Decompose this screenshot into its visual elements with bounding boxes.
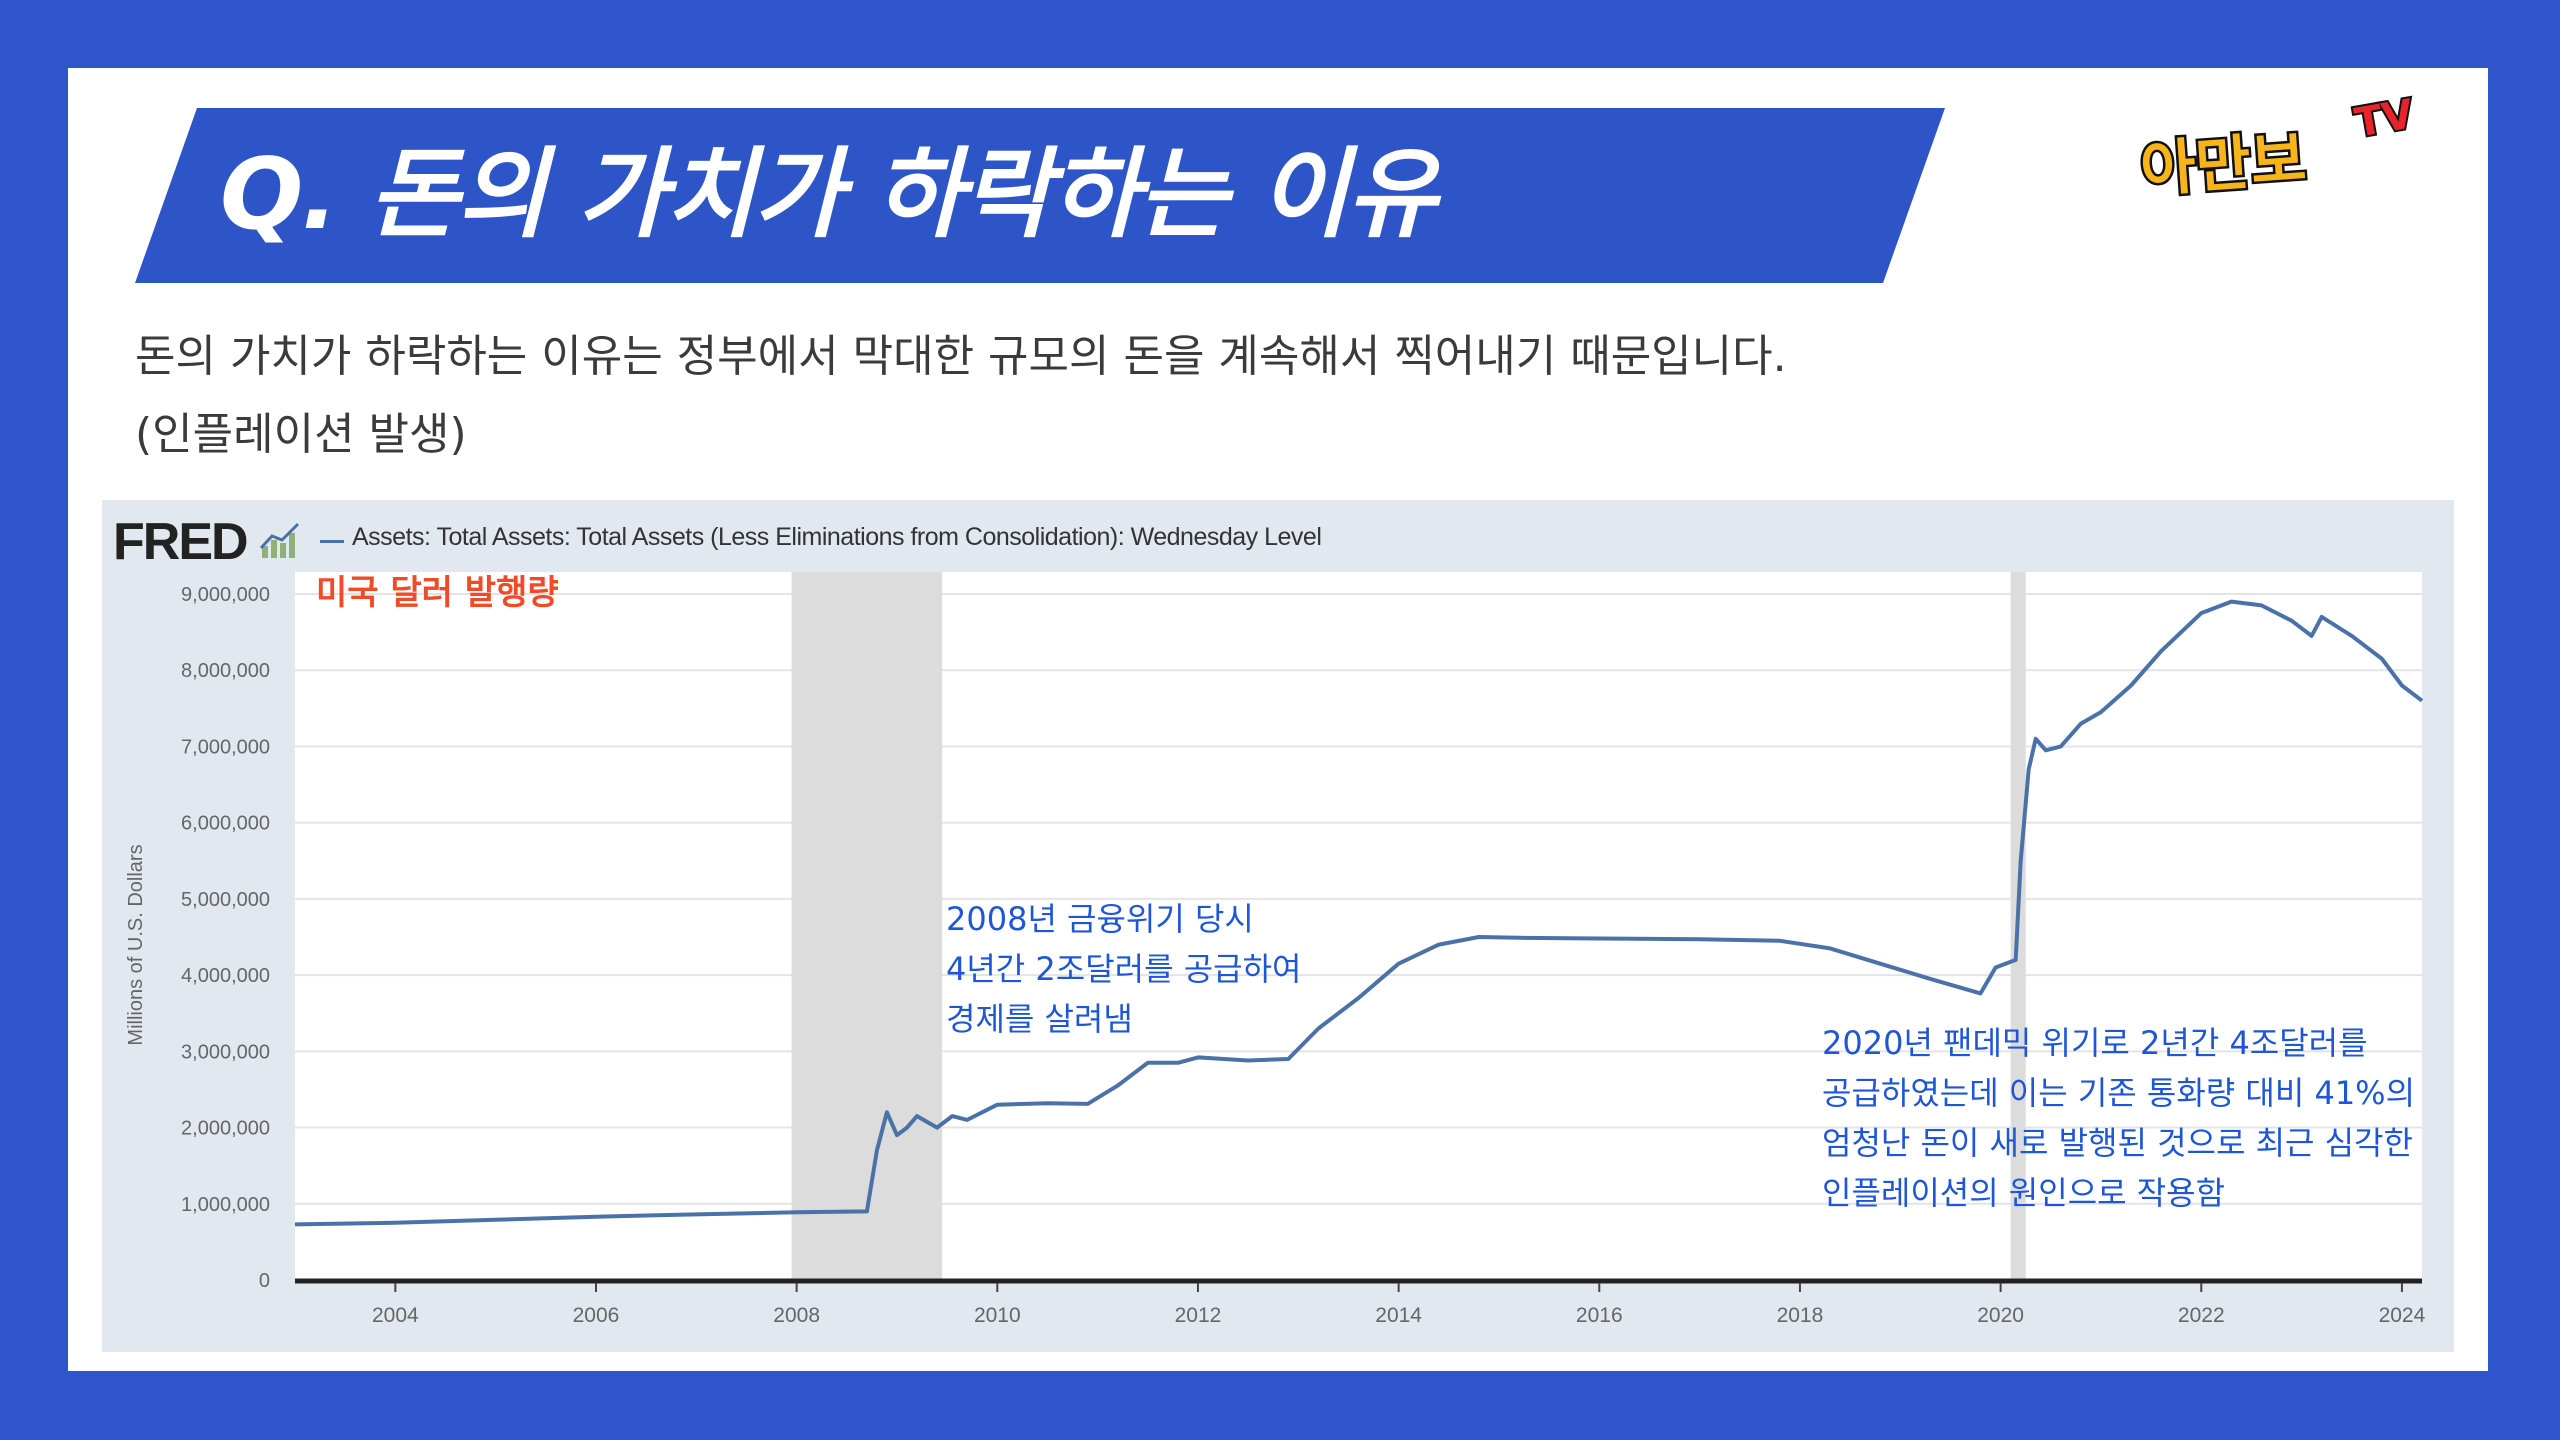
x-tick-label: 2016 (1576, 1304, 1623, 1327)
page-title: Q. 돈의 가치가 하락하는 이유 (220, 138, 1437, 252)
y-tick-label: 5,000,000 (181, 889, 270, 911)
description: 돈의 가치가 하락하는 이유는 정부에서 막대한 규모의 돈을 계속해서 찍어내… (135, 318, 2435, 474)
annotation-2008-line-3: 경제를 살려냄 (946, 1000, 1133, 1038)
recession-band (791, 572, 943, 1280)
overlay-label: 미국 달러 발행량 (316, 573, 559, 613)
x-tick-label: 2006 (573, 1304, 620, 1327)
x-tick-label: 2004 (372, 1304, 419, 1327)
x-tick-label: 2022 (2178, 1304, 2225, 1327)
y-tick-label: 9,000,000 (181, 584, 270, 606)
fred-logo: FRED (113, 513, 249, 571)
annotation-2008-line-1: 2008년 금융위기 당시 (946, 900, 1254, 938)
annotation-2008-line-2: 4년간 2조달러를 공급하여 (946, 950, 1302, 988)
annotation-2020-line-3: 엄청난 돈이 새로 발행된 것으로 최근 심각한 (1822, 1124, 2413, 1162)
series-title: Assets: Total Assets: Total Assets (Less… (352, 523, 1322, 551)
y-tick-label: 2,000,000 (181, 1118, 270, 1140)
y-tick-label: 4,000,000 (181, 965, 270, 987)
y-tick-label: 7,000,000 (181, 736, 270, 758)
logo-tv-badge: TV (2349, 89, 2418, 148)
annotation-2020-line-1: 2020년 팬데믹 위기로 2년간 4조달러를 (1822, 1024, 2368, 1062)
x-tick-label: 2018 (1777, 1304, 1824, 1327)
x-tick-label: 2024 (2379, 1304, 2426, 1327)
annotation-2020: 2020년 팬데믹 위기로 2년간 4조달러를 공급하였는데 이는 기존 통화량… (1822, 1018, 2415, 1218)
y-tick-label: 6,000,000 (181, 813, 270, 835)
x-tick-label: 2008 (773, 1304, 820, 1327)
annotation-2020-line-2: 공급하였는데 이는 기존 통화량 대비 41%의 (1822, 1074, 2416, 1112)
x-tick-label: 2010 (974, 1304, 1021, 1327)
annotation-2008: 2008년 금융위기 당시 4년간 2조달러를 공급하여 경제를 살려냄 (946, 894, 1301, 1044)
annotation-2020-line-4: 인플레이션의 원인으로 작용함 (1822, 1174, 2226, 1212)
x-tick-label: 2014 (1375, 1304, 1422, 1327)
fred-chart: 0 1,000,000 2,000,000 3,000,000 4,000,000 5,0… (125, 572, 2426, 1327)
plot-area (295, 572, 2422, 1280)
description-line-2: (인플레이션 발생) (135, 409, 467, 460)
legend-swatch (320, 540, 344, 543)
y-tick-label: 0 (259, 1270, 270, 1292)
logo-text: 아만보 (2136, 122, 2311, 208)
brand-logo: 아만보 TV (2136, 89, 2440, 208)
series-line (294, 599, 2424, 1227)
y-axis-label: Millions of U.S. Dollars (125, 844, 147, 1045)
x-tick-label: 2020 (1977, 1304, 2024, 1327)
y-tick-label: 3,000,000 (181, 1041, 270, 1063)
y-tick-label: 8,000,000 (181, 660, 270, 682)
x-tick-label: 2012 (1175, 1304, 1222, 1327)
title-banner (135, 108, 1945, 283)
fred-trend-icon (259, 522, 300, 558)
description-line-1: 돈의 가치가 하락하는 이유는 정부에서 막대한 규모의 돈을 계속해서 찍어내… (135, 331, 1787, 382)
y-tick-label: 1,000,000 (181, 1194, 270, 1216)
